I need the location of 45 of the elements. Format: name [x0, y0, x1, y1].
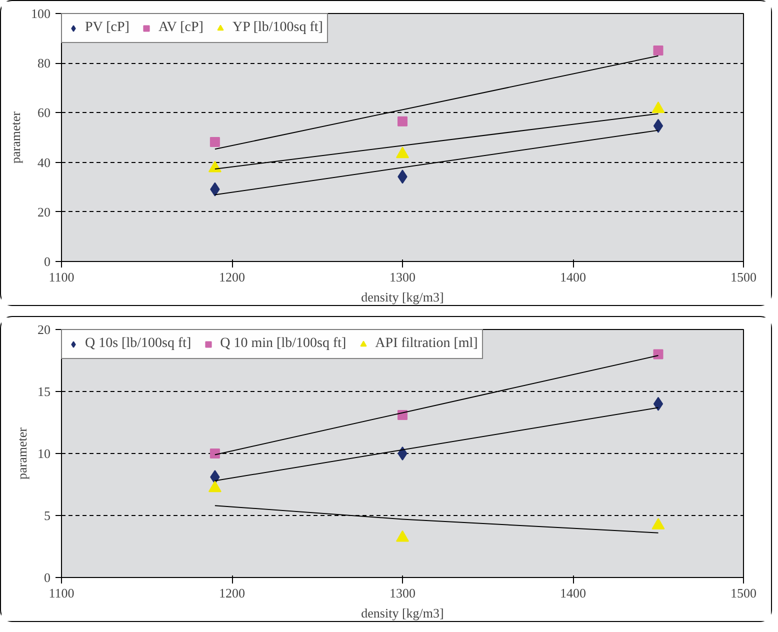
point — [396, 146, 409, 158]
y-tick-label: 100 — [31, 6, 50, 21]
x-tick-label: 1300 — [390, 270, 416, 284]
y-tick-label: 40 — [38, 154, 50, 170]
legend-label: AV [cP] — [158, 20, 204, 36]
y-tick-label: 5 — [44, 508, 50, 523]
point — [652, 518, 665, 530]
x-tick-label: 1500 — [730, 270, 756, 284]
x-tick-label: 1100 — [48, 586, 74, 600]
x-tick-label: 1500 — [730, 586, 756, 600]
x-tick-label: 1200 — [219, 586, 245, 600]
y-tick-label: 20 — [38, 322, 50, 337]
point — [653, 45, 664, 56]
x-axis-title: density [kg/m3] — [361, 290, 444, 304]
y-tick-label: 20 — [38, 204, 50, 220]
point — [210, 136, 220, 147]
y-tick-label: 60 — [38, 105, 50, 120]
point — [208, 160, 222, 172]
x-tick-label: 1200 — [219, 270, 245, 284]
point — [652, 102, 665, 113]
point — [398, 116, 408, 126]
y-axis-title: parameter — [8, 110, 23, 164]
legend-label: Q 10 min [lb/100sq ft] — [220, 336, 346, 352]
legend-label: API filtration [ml] — [375, 336, 478, 352]
x-tick-label: 1400 — [560, 270, 586, 284]
point — [398, 446, 408, 460]
x-tick-label: 1300 — [390, 586, 416, 600]
y-tick-label: 80 — [38, 56, 50, 71]
y-tick-label: 0 — [44, 570, 50, 585]
y-tick-label: 10 — [38, 446, 50, 461]
x-axis-title: density [kg/m3] — [361, 606, 444, 620]
point — [653, 349, 664, 360]
point — [396, 530, 409, 542]
y-tick-label: 0 — [44, 254, 50, 269]
y-tick-label: 15 — [38, 384, 50, 399]
legend-label: YP [lb/100sq ft] — [232, 20, 323, 36]
point — [653, 396, 664, 411]
point — [210, 448, 220, 458]
x-tick-label: 1100 — [48, 270, 74, 284]
x-tick-label: 1400 — [560, 586, 586, 600]
y-axis-title: parameter — [14, 426, 30, 480]
point — [208, 480, 222, 492]
legend-label: Q 10s [lb/100sq ft] — [85, 336, 192, 352]
legend-label: PV [cP] — [85, 20, 130, 36]
point — [653, 118, 664, 133]
